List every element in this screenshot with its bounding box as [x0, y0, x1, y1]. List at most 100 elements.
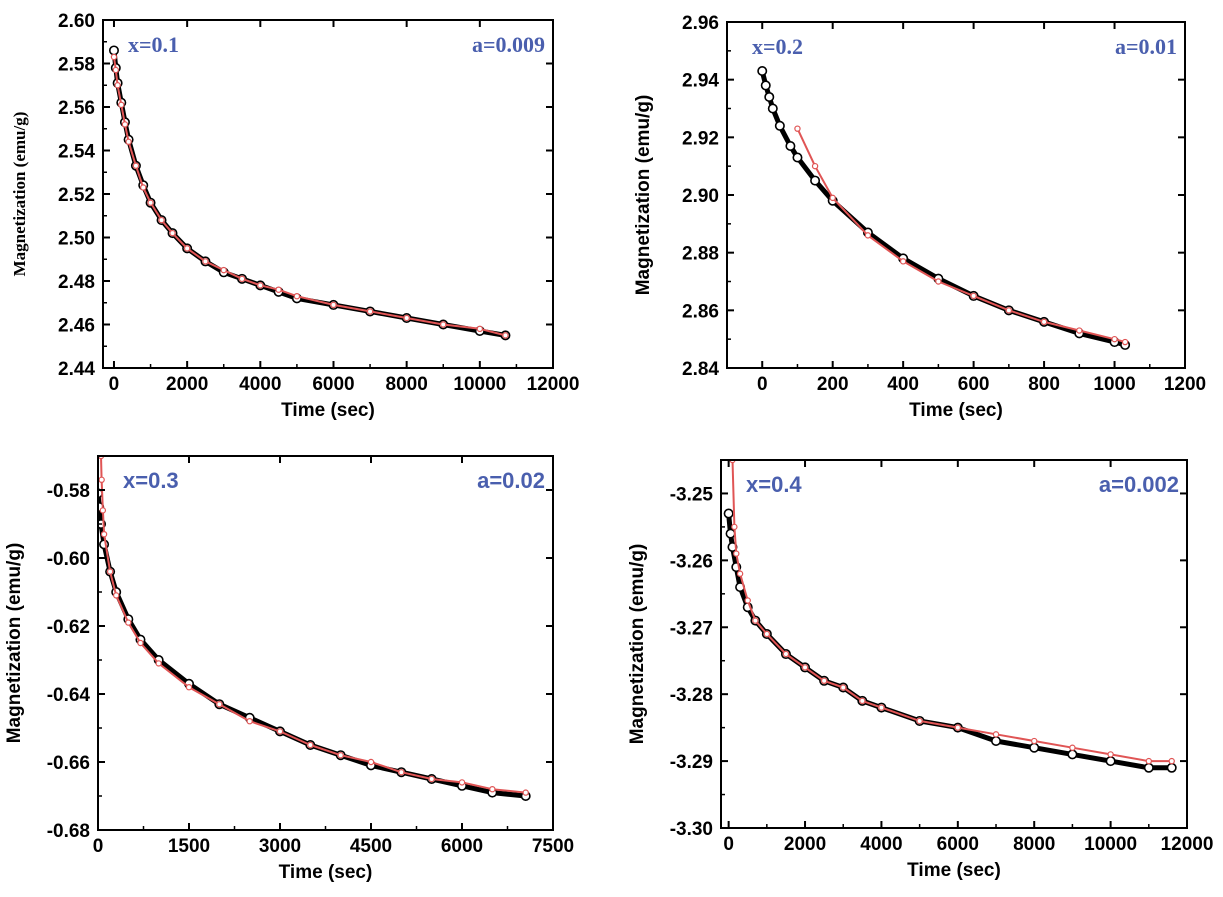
fit-series [794, 125, 1129, 346]
data-series [108, 45, 511, 341]
series-annotation-right: a=0.002 [1099, 472, 1179, 497]
fit-point [216, 701, 223, 708]
y-axis-title: Magnetization (emu/g) [4, 543, 25, 744]
fit-point [840, 684, 847, 691]
x-axis-title: Time (sec) [907, 860, 1001, 881]
fit-point [202, 258, 209, 265]
fit-point [1076, 327, 1083, 334]
fit-point [246, 718, 253, 725]
y-tick-label: -3.30 [670, 819, 713, 840]
fit-point [140, 184, 147, 191]
x-tick-label: 8000 [386, 374, 428, 395]
chart-panel-bottom-right: 0 2000 4000 6000 8000 10000 12000 -3.30 -3.29 -3.… [627, 459, 1213, 881]
y-tick-label: -3.28 [670, 685, 713, 706]
y-tick-label: 2.88 [682, 244, 719, 265]
fit-point [220, 266, 227, 274]
data-line [726, 511, 1175, 771]
y-tick-label: -0.62 [47, 617, 90, 638]
fit-series [729, 460, 1175, 765]
x-axis-title: Time (sec) [281, 400, 375, 421]
series-annotation-left: x=0.3 [123, 468, 179, 493]
fit-point [99, 507, 107, 514]
fit-point [878, 704, 885, 711]
data-line [111, 48, 508, 338]
x-axis-title: Time (sec) [909, 400, 1003, 421]
series-annotation-left: x=0.1 [128, 32, 179, 57]
plot-frame [97, 455, 554, 831]
x-tick-label: 6000 [937, 834, 979, 855]
fit-point [935, 278, 942, 285]
y-tick-label: 2.48 [58, 272, 95, 293]
data-line [759, 68, 1128, 348]
data-series [723, 508, 1177, 773]
fit-point [366, 308, 374, 315]
fit-point [137, 639, 144, 647]
x-tick-label: 2000 [784, 834, 826, 855]
y-tick-label: 2.92 [682, 128, 719, 149]
fit-line [731, 460, 1173, 763]
chart-panel-bottom-left: 0 1500 3000 4500 6000 7500 -0.68 -0.66 -0.64 -0.6… [4, 455, 574, 883]
fit-point [752, 617, 759, 624]
fit-point [112, 66, 120, 74]
x-tick-label: 0 [757, 374, 768, 395]
fit-point [185, 684, 193, 691]
fit-point [476, 325, 484, 333]
y-tick-label: -0.64 [47, 685, 91, 706]
fit-point [992, 731, 1000, 738]
fit-point [110, 53, 118, 61]
fit-point [489, 786, 496, 793]
x-tick-label: 12000 [527, 374, 580, 395]
fit-point [125, 138, 132, 145]
y-tick-label: 2.54 [58, 142, 95, 163]
fit-point [744, 597, 751, 604]
fit-point [398, 769, 405, 776]
y-tick-label: 2.50 [58, 229, 95, 250]
data-point [760, 80, 771, 91]
fit-series [98, 456, 529, 796]
y-tick-label: 2.60 [58, 11, 95, 32]
fit-point [733, 550, 740, 557]
y-tick-label: 2.84 [682, 359, 719, 380]
x-tick-label: 400 [887, 374, 919, 395]
fit-point [820, 677, 828, 685]
y-axis-title: Magnetization (emu/g) [10, 112, 29, 277]
fit-point [98, 476, 105, 483]
fit-point [916, 717, 923, 725]
fit-point [169, 229, 176, 237]
fit-point [522, 789, 529, 796]
plot-frame [726, 21, 1186, 369]
y-tick-label: -0.58 [47, 481, 90, 502]
fit-point [293, 293, 301, 300]
fit-point [307, 741, 314, 749]
fit-point [794, 125, 801, 132]
x-tick-label: 800 [1028, 374, 1060, 395]
fit-point [158, 216, 165, 224]
fit-point [801, 664, 809, 671]
y-tick-label: 2.52 [58, 185, 95, 206]
fit-point [970, 292, 977, 300]
fit-point [183, 245, 191, 252]
data-point [774, 120, 785, 131]
x-tick-label: 8000 [1013, 834, 1055, 855]
fit-point [1005, 307, 1013, 314]
fit-point [736, 570, 744, 577]
x-tick-label: 6000 [312, 374, 354, 395]
fit-point [403, 314, 410, 322]
data-point [764, 91, 775, 102]
x-tick-label: 1000 [1093, 374, 1135, 395]
fit-point [763, 630, 771, 638]
x-tick-label: 3000 [259, 836, 301, 857]
data-point [1067, 749, 1078, 760]
data-point [723, 508, 734, 519]
fit-point [257, 282, 264, 289]
fit-point [367, 758, 375, 766]
data-point [810, 175, 821, 186]
y-tick-label: 2.56 [58, 98, 95, 119]
fit-point [275, 286, 282, 293]
chart-panel-top-left: 0 2000 4000 6000 8000 10000 12000 2.44 2.46 2.48 2… [10, 11, 579, 421]
x-tick-label: 0 [93, 836, 104, 857]
y-axis-title: Magnetization (emu/g) [633, 95, 654, 296]
fit-point [330, 301, 337, 309]
y-tick-label: -3.27 [670, 618, 713, 639]
y-tick-label: 2.86 [682, 301, 719, 322]
